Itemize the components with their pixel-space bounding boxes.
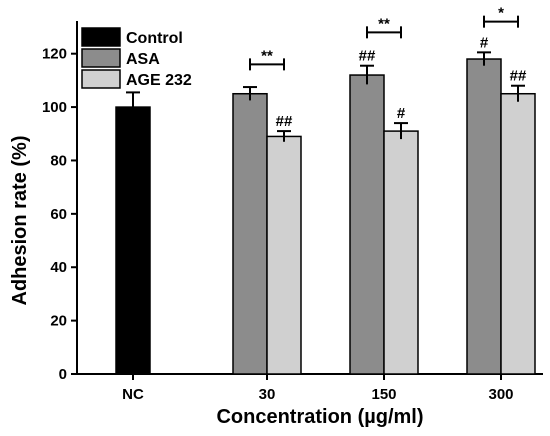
y-tick-label: 80 <box>50 152 67 169</box>
bar-age-232-150 <box>383 130 419 375</box>
comparison-mark: ** <box>261 47 273 64</box>
x-axis-title: Concentration (µg/ml) <box>216 406 423 428</box>
x-tick-label: 150 <box>371 386 396 403</box>
bar-asa-150 <box>349 74 385 375</box>
legend-swatch-age-232 <box>81 69 121 89</box>
bar-age-232-300 <box>500 92 536 375</box>
significance-mark: # <box>397 105 406 122</box>
y-axis-title: Adhesion rate (%) <box>9 135 31 305</box>
y-tick-label: 0 <box>59 366 67 383</box>
legend-swatch-asa <box>81 48 121 68</box>
x-tick-label: 300 <box>488 386 513 403</box>
comparison-mark: ** <box>378 15 390 32</box>
y-tick-label: 100 <box>42 99 67 116</box>
bar-asa-300 <box>466 58 502 375</box>
significance-mark: # <box>480 34 489 51</box>
y-tick-label: 40 <box>50 259 67 276</box>
y-tick-label: 60 <box>50 206 67 223</box>
comparison-mark: * <box>498 5 504 22</box>
y-tick-label: 120 <box>42 46 67 63</box>
legend-swatch-control <box>81 27 121 47</box>
y-tick-label: 20 <box>50 313 67 330</box>
x-tick-label: 30 <box>259 386 276 403</box>
legend-label: ASA <box>126 51 160 68</box>
legend-label: AGE 232 <box>126 72 192 89</box>
significance-mark: ## <box>359 48 376 65</box>
bar-control-NC <box>115 106 151 375</box>
legend-label: Control <box>126 30 183 47</box>
bar-age-232-30 <box>266 135 302 375</box>
significance-mark: ## <box>276 113 293 130</box>
bar-asa-30 <box>232 92 268 375</box>
x-tick-label: NC <box>122 386 144 403</box>
significance-mark: ## <box>510 68 527 85</box>
